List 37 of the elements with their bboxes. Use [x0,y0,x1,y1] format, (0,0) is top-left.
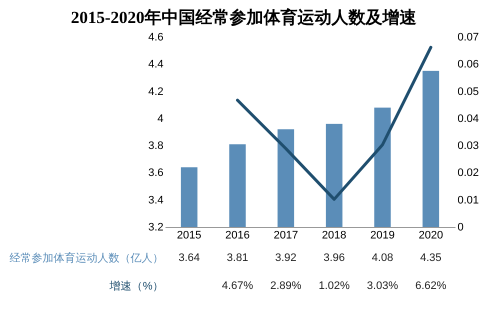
y-tick-label: 3.2 [148,222,164,234]
y2-tick-label: 0.02 [458,167,479,180]
data-label: 2.89% [270,280,302,292]
y2-tick-label: 0 [458,222,464,234]
data-label: 6.62% [415,280,447,292]
line-series [236,46,432,201]
y-tick-label: 3.4 [148,194,164,206]
y2-tick-label: 0.03 [458,140,479,152]
y-tick-label: 4.2 [148,86,164,98]
y2-tick-label: 0.04 [458,112,479,125]
data-label: 3.81 [226,252,248,264]
x-tick-label: 2017 [274,230,298,242]
y-tick-label: 4.6 [148,32,164,44]
data-label: 4.67% [222,280,254,292]
x-tick-label: 2018 [322,230,346,242]
data-label: 1.02% [318,280,350,292]
y-tick-label: 3.6 [148,167,164,180]
x-tick-label: 2020 [418,230,444,242]
data-label: 3.64 [178,252,200,264]
y2-tick-label: 0.07 [458,32,479,44]
data-label: 3.03% [366,280,398,292]
data-label: 4.35 [420,252,442,264]
x-tick-label: 2016 [225,230,250,242]
y-tick-label: 4.4 [148,58,164,71]
data-label: 3.96 [323,252,345,264]
x-tick-label: 2019 [370,230,395,242]
data-label: 3.92 [275,252,297,264]
y2-tick-label: 0.06 [458,58,479,71]
y2-tick-label: 0.01 [458,194,479,206]
y-tick-label: 3.8 [148,140,164,152]
text: 经常参加体育运动人数（亿人） [10,252,164,264]
text: 增速（%） [108,280,164,292]
x-tick-label: 2015 [176,230,202,242]
data-label: 4.08 [372,252,394,264]
y2-tick-label: 0.05 [458,86,479,98]
chart-title: 2015-2020年中国经常参加体育运动人数及增速 [70,7,417,27]
y-tick-label: 4 [157,112,164,125]
